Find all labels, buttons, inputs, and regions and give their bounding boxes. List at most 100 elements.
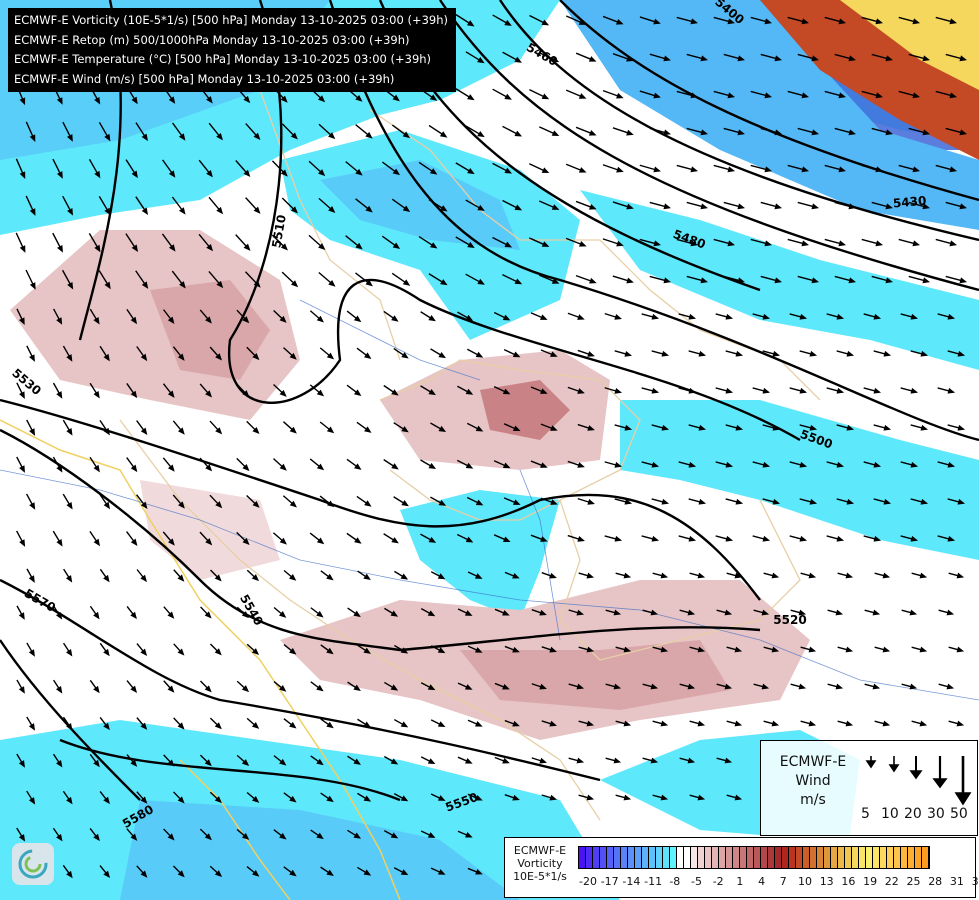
vorticity-tick: -2 xyxy=(712,875,724,888)
wind-arrow-head xyxy=(848,203,856,210)
wind-arrow-head xyxy=(586,646,595,653)
wind-arrow-head xyxy=(688,387,697,394)
wind-arrow-head xyxy=(504,93,512,100)
wind-legend-title-line: m/s xyxy=(800,792,826,808)
wind-arrow-head xyxy=(353,758,361,765)
wind-arrow-head xyxy=(550,499,558,505)
wind-arrow-head xyxy=(355,242,363,250)
wind-arrow-head xyxy=(838,166,846,173)
wind-arrow-head xyxy=(465,832,473,838)
wind-arrow-head xyxy=(660,646,669,653)
wind-arrow-head xyxy=(280,169,288,177)
wind-arrow-head xyxy=(688,313,697,320)
wind-arrow-head xyxy=(289,721,297,729)
wind-arrow-head xyxy=(279,463,287,471)
wind-arrow-head xyxy=(848,55,856,62)
wind-arrow-head xyxy=(56,391,63,399)
contour-label: 5570 xyxy=(22,586,58,615)
wind-arrow-head xyxy=(167,759,175,767)
wind-arrow-head xyxy=(801,166,809,173)
wind-arrow-head xyxy=(578,167,587,173)
colorbar-swatch xyxy=(803,847,810,868)
vorticity-tick: -20 xyxy=(579,875,597,888)
wind-arrow-head xyxy=(65,575,73,583)
wind-arrow-head xyxy=(577,536,585,542)
wind-arrow-head xyxy=(400,795,409,802)
wind-arrow-head xyxy=(626,129,634,136)
wind-arrow-head xyxy=(697,794,706,801)
wind-arrow-head xyxy=(809,498,818,505)
wind-arrow-head xyxy=(734,646,743,653)
wind-arrow-head xyxy=(130,390,138,399)
wind-arrow-head xyxy=(242,390,250,398)
wind-arrow-head xyxy=(475,794,483,801)
wind-arrow-head xyxy=(204,611,212,619)
wind-arrow-head xyxy=(251,574,259,582)
wind-arrow-head xyxy=(19,391,25,399)
wind-arrow-head xyxy=(365,205,373,213)
wind-arrow-head xyxy=(55,612,63,620)
wind-arrow-head xyxy=(956,572,965,579)
wind-arrow-head xyxy=(504,167,513,174)
wind-arrow-head xyxy=(390,610,399,617)
wind-arrow-head xyxy=(540,536,548,542)
wind-arrow-head xyxy=(801,92,809,99)
wind-arrow-head xyxy=(467,20,475,27)
wind-arrow-head xyxy=(56,539,63,547)
wind-arrow-head xyxy=(550,425,558,431)
wind-arrow-head xyxy=(438,499,447,506)
wind-arrow-head xyxy=(846,424,855,431)
wind-arrow-head xyxy=(474,647,483,653)
wind-arrow-head xyxy=(724,609,733,616)
wind-arrow-head xyxy=(577,388,585,394)
wind-arrow-head xyxy=(428,388,436,396)
wind-arrow-head xyxy=(474,573,483,579)
wind-arrow-head xyxy=(243,95,251,104)
wind-arrow-head xyxy=(353,684,361,691)
wind-arrow-head xyxy=(624,350,633,357)
wind-arrow-head xyxy=(355,168,363,176)
wind-arrow-head xyxy=(279,832,287,840)
wind-arrow-head xyxy=(727,166,735,173)
vorticity-tick: 4 xyxy=(758,875,766,888)
wind-arrow-head xyxy=(477,204,485,211)
wind-arrow-head xyxy=(539,683,547,690)
wind-arrow-head xyxy=(661,350,670,357)
wind-legend-arrows xyxy=(865,756,972,806)
wind-arrow-head xyxy=(727,240,735,247)
wind-arrow-head xyxy=(56,97,63,105)
wind-arrow-head xyxy=(502,388,511,395)
wind-arrow-head xyxy=(67,281,74,290)
wind-arrow-head xyxy=(910,387,919,394)
wind-arrow-head xyxy=(504,241,513,248)
wind-arrow-head xyxy=(613,609,622,616)
wind-arrow-head xyxy=(912,18,920,25)
wind-arrow-head xyxy=(512,499,521,505)
wind-arrow-head xyxy=(845,572,854,579)
wind-arrow-head xyxy=(279,315,287,323)
wind-arrow-head xyxy=(206,170,213,178)
wind-arrow-head xyxy=(848,277,856,284)
wind-arrow-head xyxy=(241,759,250,766)
wind-arrow-head xyxy=(214,796,222,804)
wind-arrow-head xyxy=(216,133,223,141)
wind-arrow-head xyxy=(846,350,855,357)
wind-arrow-head xyxy=(67,208,74,216)
wind-arrow-head xyxy=(875,92,883,99)
wind-arrow-head xyxy=(93,685,100,694)
wind-arrow-head xyxy=(131,96,138,105)
wind-arrow-head xyxy=(177,574,185,582)
wind-arrow-head xyxy=(252,500,260,508)
wind-arrow-head xyxy=(690,166,698,173)
wind-arrow-head xyxy=(549,720,557,727)
wind-arrow-head xyxy=(93,538,100,547)
wind-arrow-head xyxy=(204,833,212,841)
wind-arrow-head xyxy=(316,315,324,323)
vorticity-legend-title: ECMWF-E Vorticity 10E-5*1/s xyxy=(507,844,573,883)
wind-legend-title-line: Wind xyxy=(795,773,831,789)
wind-arrow-head xyxy=(328,206,336,213)
wind-arrow-head xyxy=(883,498,892,505)
wind-arrow-head xyxy=(400,647,409,654)
wind-arrow-head xyxy=(626,277,634,284)
contour-line xyxy=(439,0,979,292)
